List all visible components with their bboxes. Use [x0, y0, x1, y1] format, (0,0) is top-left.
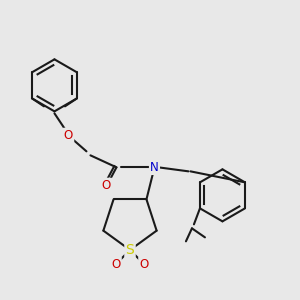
Text: O: O	[111, 257, 121, 271]
Text: O: O	[64, 129, 73, 142]
Text: O: O	[140, 257, 148, 271]
Text: N: N	[150, 161, 159, 174]
Text: S: S	[126, 243, 134, 257]
Text: O: O	[102, 179, 111, 192]
